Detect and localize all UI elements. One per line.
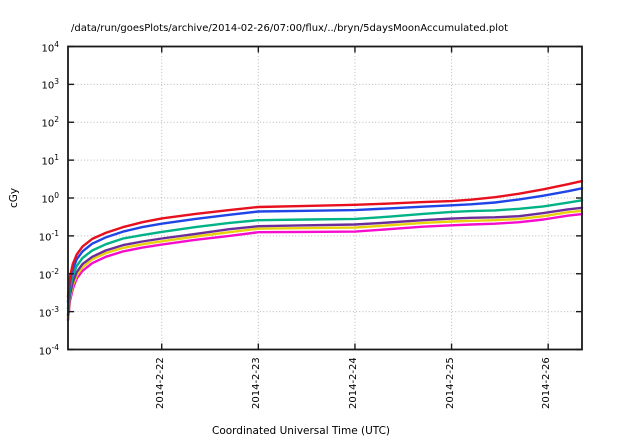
x-tick-label: 2014-2-23 <box>251 357 263 409</box>
plot-frame <box>67 45 583 351</box>
x-tick-label: 2014-2-26 <box>541 357 553 409</box>
y-tick-label: 10-2 <box>38 266 59 282</box>
x-tick-label: 2014-2-24 <box>347 357 359 409</box>
series-line-magenta <box>66 212 584 322</box>
series-line-green <box>66 199 584 310</box>
x-axis-title: Coordinated Universal Time (UTC) <box>212 425 391 437</box>
y-tick-label: 103 <box>41 77 59 92</box>
y-tick-label: 102 <box>41 115 59 130</box>
y-tick-label: 10-1 <box>38 228 59 244</box>
x-tick-label: 2014-2-22 <box>154 357 166 409</box>
x-tick-label: 2014-2-25 <box>444 357 456 409</box>
series-line-purple <box>66 206 584 317</box>
y-tick-label: 10-3 <box>38 304 59 319</box>
series-line-blue <box>66 187 584 304</box>
y-tick-label: 10-4 <box>38 342 59 357</box>
y-tick-label: 101 <box>41 153 59 168</box>
y-tick-label: 104 <box>41 39 59 54</box>
chart-title: /data/run/goesPlots/archive/2014-02-26/0… <box>71 23 509 34</box>
series-line-red <box>66 179 584 298</box>
series-line-yellow <box>66 209 584 319</box>
y-tick-label: 100 <box>41 191 59 206</box>
